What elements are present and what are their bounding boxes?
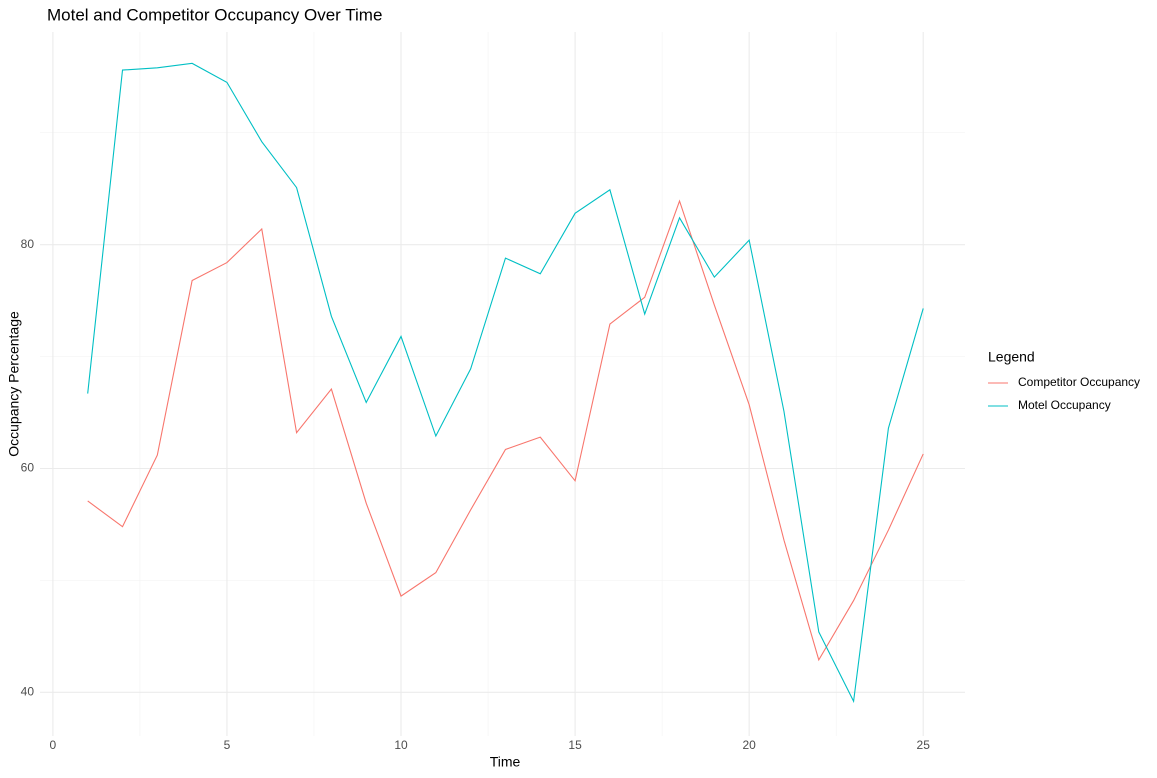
y-tick-label: 60	[21, 461, 35, 475]
y-tick-label: 80	[21, 237, 35, 251]
x-tick-label: 10	[394, 738, 408, 752]
x-tick-label: 25	[917, 738, 931, 752]
chart-title: Motel and Competitor Occupancy Over Time	[47, 5, 382, 24]
x-axis-label: Time	[490, 754, 521, 770]
x-tick-label: 15	[568, 738, 582, 752]
x-tick-label: 0	[50, 738, 57, 752]
x-tick-label: 5	[224, 738, 231, 752]
legend-title: Legend	[988, 349, 1035, 365]
y-axis-label: Occupancy Percentage	[6, 311, 22, 457]
y-tick-label: 40	[21, 685, 35, 699]
series-line	[87, 62, 924, 704]
legend-label: Motel Occupancy	[1018, 398, 1111, 412]
legend-label: Competitor Occupancy	[1018, 375, 1140, 389]
x-tick-label: 20	[742, 738, 756, 752]
series-line	[87, 199, 924, 662]
